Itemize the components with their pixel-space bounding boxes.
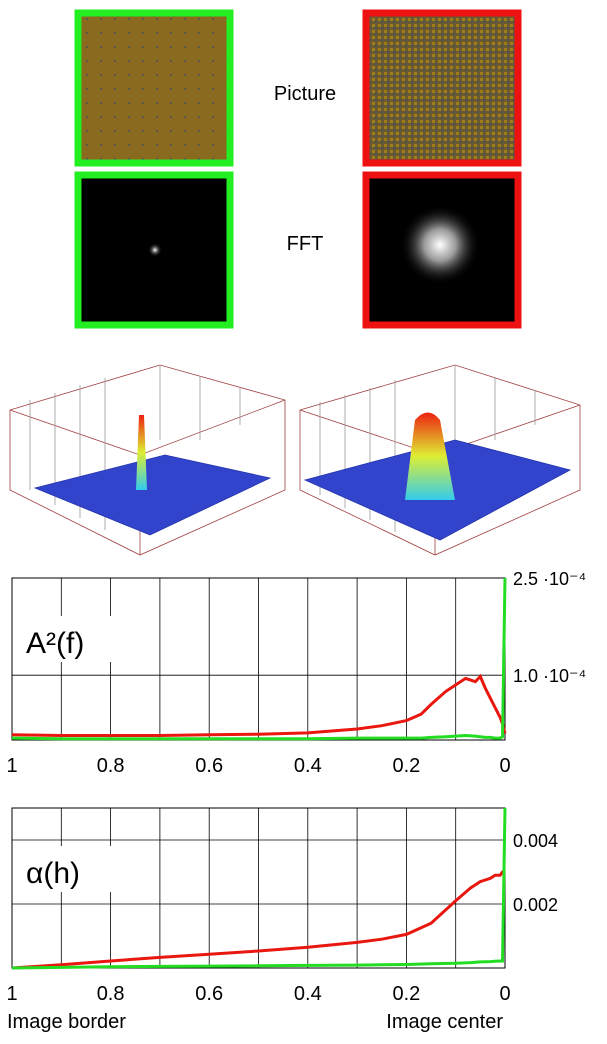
data-line <box>11 577 507 741</box>
x-tick-label: 0.6 <box>195 755 223 777</box>
x-tick-label: 0.4 <box>294 983 322 1005</box>
chart: 1 0.8 0.6 0.4 0.2 0 2.5 ·10⁻⁴ 1.0 ·10⁻⁴ A²(f) <box>6 569 586 777</box>
picture-left <box>74 9 234 167</box>
surface-plots <box>9 364 581 556</box>
chart-title: A²(f) <box>26 627 84 660</box>
fft-left <box>74 171 234 329</box>
box-grid <box>29 365 241 530</box>
x-tick-label: 0.2 <box>392 755 420 777</box>
row-label: FFT <box>287 233 324 255</box>
peak <box>136 415 147 490</box>
x-tick-label: 1 <box>6 755 17 777</box>
peak <box>405 412 455 500</box>
x-tick-label: 0.4 <box>294 755 322 777</box>
x-tick-label: 0 <box>499 983 510 1005</box>
y-tick-label: 0.004 <box>513 831 558 851</box>
data-line <box>11 807 507 970</box>
data-line <box>11 870 505 970</box>
surface <box>33 454 272 536</box>
y-tick-label: 1.0 ·10⁻⁴ <box>513 666 586 686</box>
data-line <box>11 673 507 737</box>
fft-spot <box>148 243 162 257</box>
x-tick-label: 0.8 <box>97 983 125 1005</box>
x-axis-caption: Image border <box>7 1011 126 1033</box>
surface-left <box>9 364 286 556</box>
x-tick-label: 0 <box>499 755 510 777</box>
title-box <box>13 616 133 662</box>
x-tick-label: 0.2 <box>392 983 420 1005</box>
x-axis-caption: Image center <box>386 1011 503 1033</box>
chart-title: α(h) <box>26 857 80 890</box>
chart: 1 0.8 0.6 0.4 0.2 0 0.004 0.002 α(h) Image border… <box>6 807 558 1033</box>
picture-right <box>362 9 522 167</box>
surface-right <box>299 364 581 556</box>
x-tick-label: 0.6 <box>195 983 223 1005</box>
x-tick-label: 1 <box>6 983 17 1005</box>
row-label: Picture <box>274 83 336 105</box>
y-tick-label: 2.5 ·10⁻⁴ <box>513 569 586 589</box>
x-tick-label: 0.8 <box>97 755 125 777</box>
y-tick-label: 0.002 <box>513 895 558 915</box>
fft-spot <box>400 205 480 285</box>
image-panels: Picture FFT <box>74 9 522 329</box>
title-box <box>13 846 133 892</box>
